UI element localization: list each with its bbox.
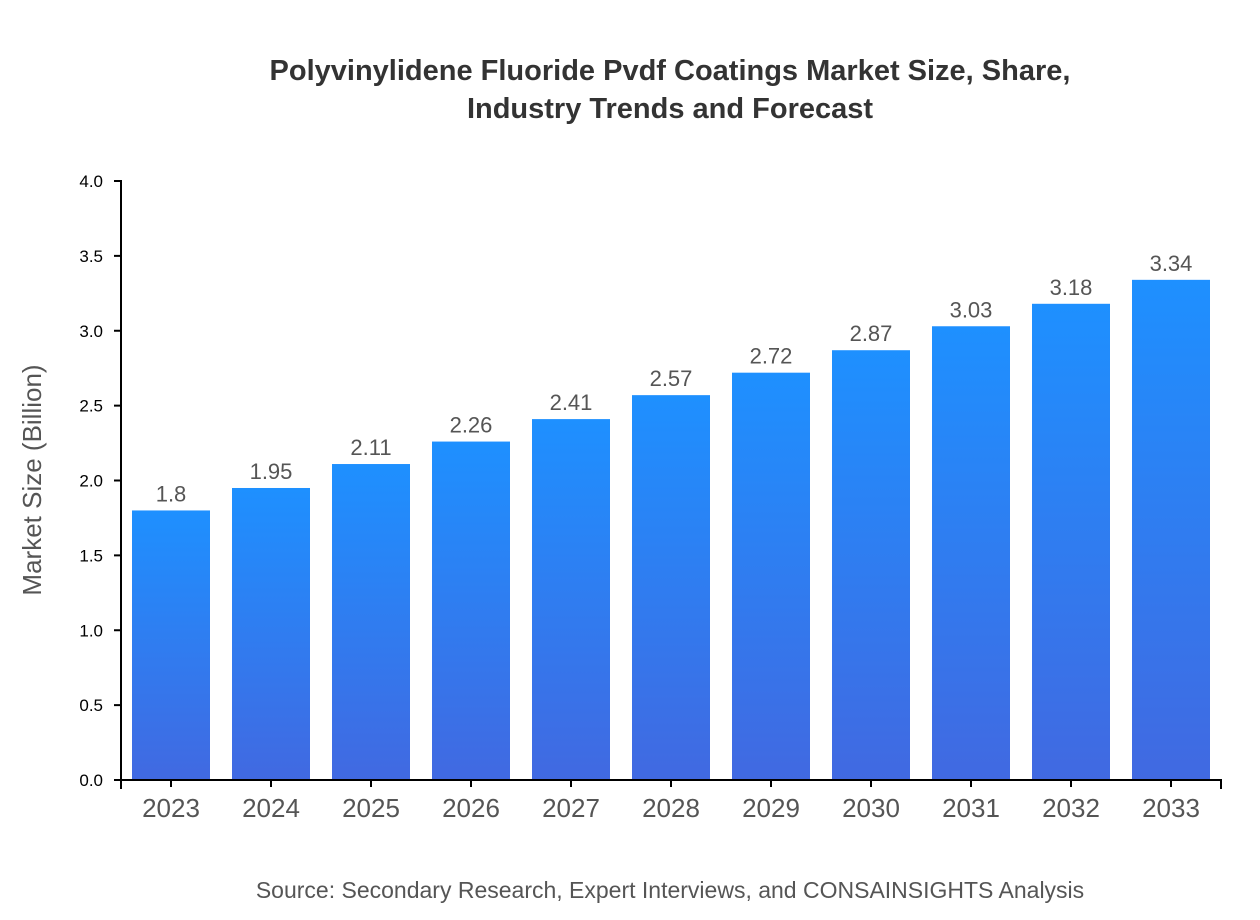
data-label-2029: 2.72: [750, 344, 793, 369]
x-tick-label-2031: 2031: [942, 793, 1000, 823]
bar-2031: [932, 326, 1010, 780]
y-tick-label: 1.5: [79, 546, 103, 565]
bar-2029: [732, 372, 810, 780]
x-tick-label-2028: 2028: [642, 793, 700, 823]
bar-2027: [532, 419, 610, 780]
bar-2023: [132, 510, 210, 780]
bar-2030: [832, 350, 910, 780]
data-label-2024: 1.95: [250, 459, 293, 484]
source-note: Source: Secondary Research, Expert Inter…: [255, 877, 1085, 903]
x-tick-label-2026: 2026: [442, 793, 500, 823]
y-tick-label: 1.0: [79, 621, 103, 640]
data-label-2033: 3.34: [1150, 251, 1193, 276]
y-tick-label: 2.0: [79, 472, 103, 491]
bar-2026: [432, 441, 510, 780]
data-label-2027: 2.41: [550, 390, 593, 415]
chart-title-line-1: Polyvinylidene Fluoride Pvdf Coatings Ma…: [269, 55, 1071, 87]
x-tick-label-2033: 2033: [1142, 793, 1200, 823]
data-label-2028: 2.57: [650, 366, 693, 391]
data-label-2023: 1.8: [156, 481, 187, 506]
bar-2032: [1032, 303, 1110, 780]
x-tick-label-2029: 2029: [742, 793, 800, 823]
y-axis-label: Market Size (Billion): [17, 364, 47, 595]
y-tick-label: 3.5: [79, 247, 103, 266]
data-label-2031: 3.03: [950, 297, 993, 322]
x-tick-label-2032: 2032: [1042, 793, 1100, 823]
bar-2028: [632, 395, 710, 780]
y-tick-label: 0.0: [79, 771, 103, 790]
data-label-2030: 2.87: [850, 321, 893, 346]
bar-2033: [1132, 279, 1210, 780]
x-tick-label-2024: 2024: [242, 793, 300, 823]
y-tick-label: 2.5: [79, 397, 103, 416]
y-tick-label: 0.5: [79, 696, 103, 715]
y-tick-label: 3.0: [79, 322, 103, 341]
data-label-2032: 3.18: [1050, 275, 1093, 300]
data-label-2026: 2.26: [450, 413, 493, 438]
x-tick-label-2023: 2023: [142, 793, 200, 823]
bar-2024: [232, 487, 310, 780]
y-tick-label: 4.0: [79, 172, 103, 191]
x-tick-label-2030: 2030: [842, 793, 900, 823]
chart-title-line-2: Industry Trends and Forecast: [466, 93, 874, 125]
data-label-2025: 2.11: [350, 435, 391, 460]
x-tick-label-2027: 2027: [542, 793, 600, 823]
x-axis-line: [120, 779, 1222, 789]
x-tick-label-2025: 2025: [342, 793, 400, 823]
chart-title: Polyvinylidene Fluoride Pvdf Coatings Ma…: [0, 52, 1260, 128]
bar-2025: [332, 464, 410, 780]
